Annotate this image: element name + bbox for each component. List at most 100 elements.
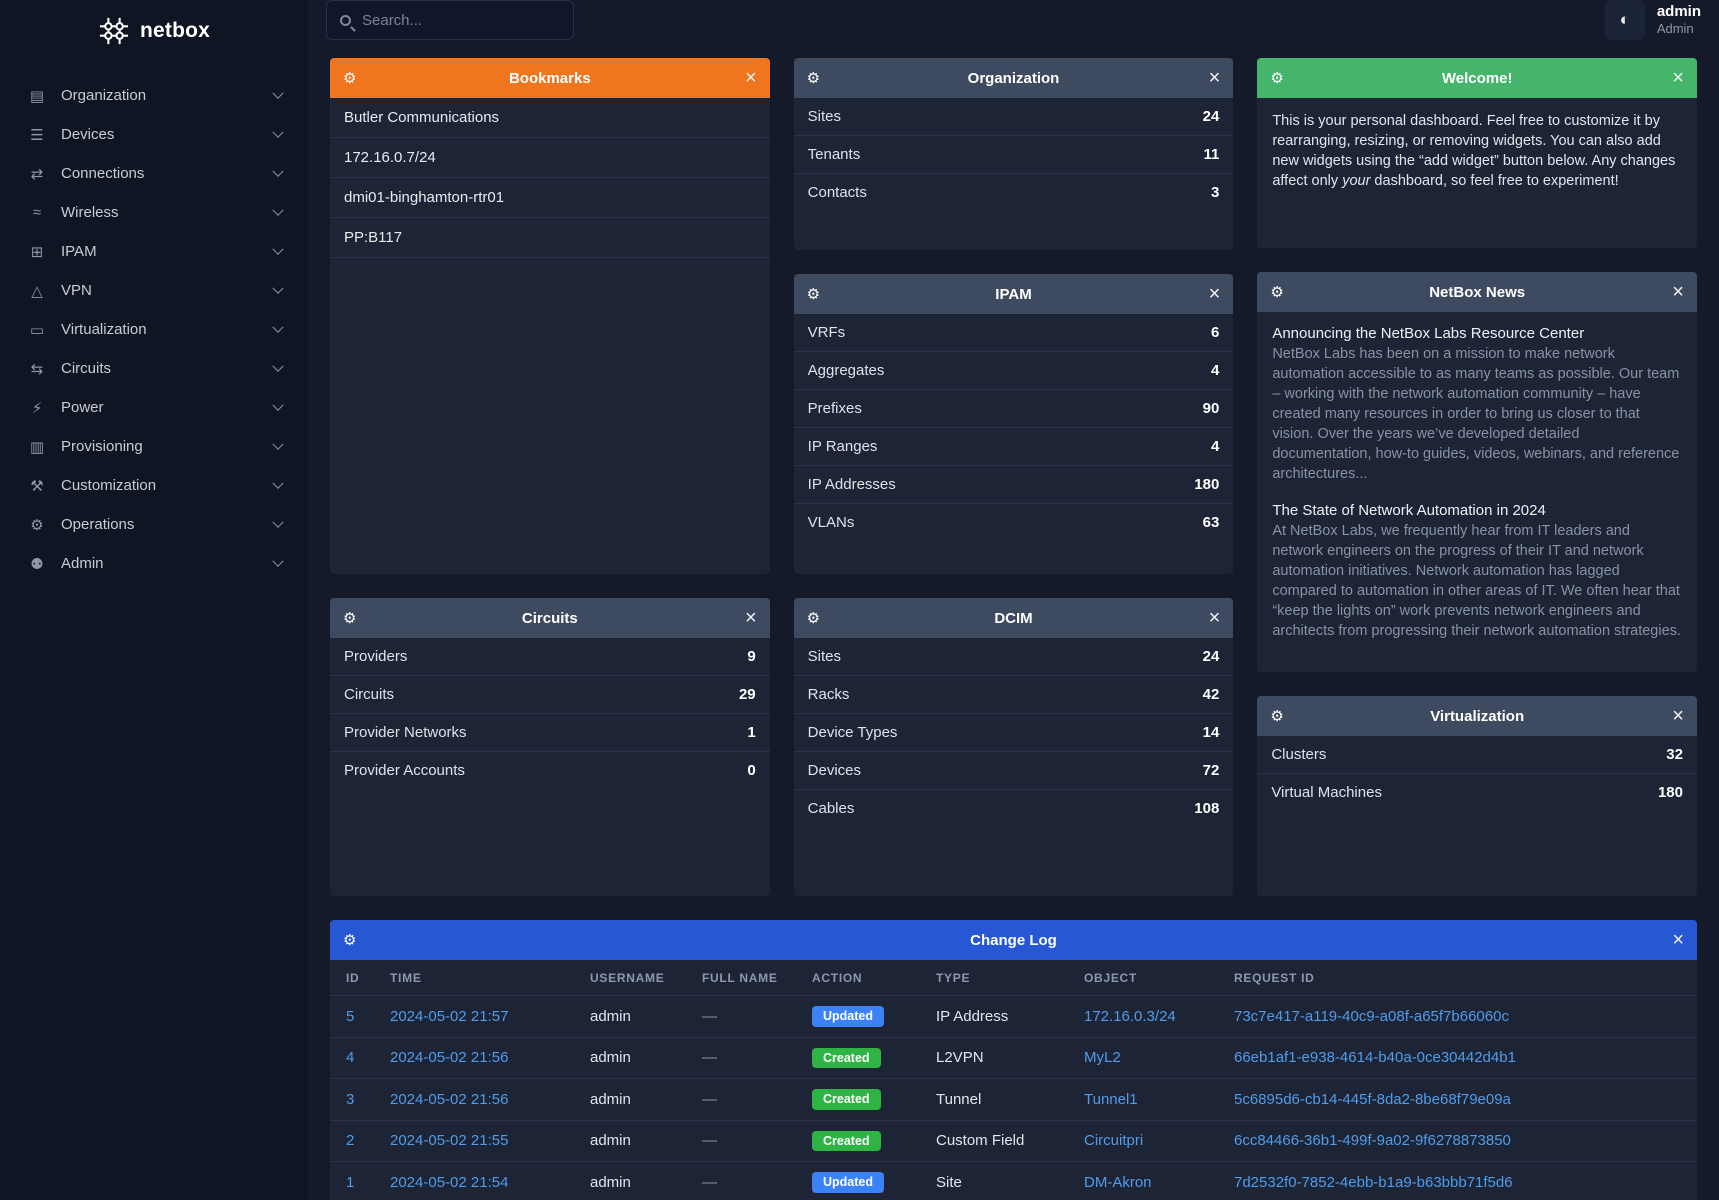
gear-icon[interactable]: ⚙	[1270, 708, 1284, 725]
gear-icon[interactable]: ⚙	[806, 70, 821, 87]
changelog-id-link[interactable]: 3	[346, 1090, 355, 1108]
column-header: TIME	[390, 971, 422, 985]
sidebar-item-admin[interactable]: ⚉ Admin	[0, 544, 308, 583]
close-icon[interactable]: ×	[1672, 705, 1684, 727]
chevron-down-icon	[272, 438, 284, 450]
gear-icon[interactable]: ⚙	[1270, 70, 1284, 87]
stat-row[interactable]: Provider Networks 1	[330, 714, 770, 752]
stat-row[interactable]: Clusters 32	[1257, 736, 1697, 774]
stat-value: 180	[1657, 784, 1683, 801]
stat-row[interactable]: Tenants 11	[793, 136, 1234, 174]
changelog-time-link[interactable]: 2024-05-02 21:56	[390, 1049, 509, 1067]
close-icon[interactable]: ×	[1208, 283, 1221, 305]
changelog-time-link[interactable]: 2024-05-02 21:54	[390, 1173, 509, 1191]
sidebar-item-customization[interactable]: ⚒ Customization	[0, 466, 308, 505]
changelog-requestid-link[interactable]: 5c6895d6-cb14-445f-8da2-8be68f79e09a	[1234, 1090, 1511, 1108]
changelog-requestid-link[interactable]: 7d2532f0-7852-4ebb-b1a9-b63bbb71f5d6	[1234, 1173, 1513, 1191]
chevron-down-icon	[272, 204, 284, 216]
stat-row[interactable]: Prefixes 90	[793, 390, 1234, 428]
stat-row[interactable]: Devices 72	[793, 752, 1234, 790]
close-icon[interactable]: ×	[1672, 281, 1684, 303]
changelog-id-link[interactable]: 2	[346, 1132, 355, 1150]
stat-row[interactable]: Circuits 29	[330, 676, 770, 714]
stat-row[interactable]: VRFs 6	[793, 314, 1234, 352]
bookmark-item[interactable]: Butler Communications	[330, 98, 770, 138]
stat-row[interactable]: IP Addresses 180	[793, 466, 1234, 504]
sidebar-item-operations[interactable]: ⚙ Operations	[0, 505, 308, 544]
stat-row[interactable]: IP Ranges 4	[793, 428, 1234, 466]
changelog-id-link[interactable]: 1	[346, 1173, 355, 1191]
stat-row[interactable]: Sites 24	[793, 638, 1234, 676]
search-input[interactable]	[362, 11, 560, 29]
changelog-username: admin	[590, 1007, 631, 1025]
stat-label: Tenants	[807, 146, 861, 163]
widget-bookmarks: ⚙ Bookmarks × Butler Communications 172.…	[330, 58, 770, 574]
changelog-time-link[interactable]: 2024-05-02 21:55	[390, 1132, 509, 1150]
close-icon[interactable]: ×	[1208, 607, 1221, 629]
stat-row[interactable]: Provider Accounts 0	[330, 752, 770, 789]
news-scroll-area[interactable]: Announcing the NetBox Labs Resource Cent…	[1257, 312, 1697, 672]
changelog-requestid-link[interactable]: 73c7e417-a119-40c9-a08f-a65f7b66060c	[1234, 1007, 1509, 1025]
close-icon[interactable]: ×	[1672, 67, 1684, 89]
gear-icon[interactable]: ⚙	[343, 932, 357, 949]
changelog-time-link[interactable]: 2024-05-02 21:57	[390, 1007, 509, 1025]
stat-row[interactable]: Contacts 3	[794, 174, 1234, 211]
changelog-object-link[interactable]: Circuitpri	[1084, 1132, 1144, 1150]
stat-row[interactable]: Virtual Machines 180	[1257, 774, 1697, 811]
sidebar-item-virtualization[interactable]: ▭ Virtualization	[0, 310, 308, 349]
close-icon[interactable]: ×	[744, 607, 757, 629]
stat-row[interactable]: Cables 108	[794, 790, 1234, 827]
sidebar-item-provisioning[interactable]: ▥ Provisioning	[0, 427, 308, 466]
stats-list: Clusters 32 Virtual Machines 180	[1257, 736, 1697, 811]
stat-row[interactable]: Device Types 14	[793, 714, 1234, 752]
gear-icon[interactable]: ⚙	[806, 286, 821, 303]
changelog-requestid-link[interactable]: 66eb1af1-e938-4614-b40a-0ce30442d4b1	[1234, 1049, 1516, 1067]
stat-value: 29	[738, 686, 756, 703]
sidebar-item-circuits[interactable]: ⇆ Circuits	[0, 349, 308, 388]
sidebar-item-ipam[interactable]: ⊞ IPAM	[0, 232, 308, 271]
bookmark-item[interactable]: PP:B117	[330, 218, 770, 258]
gear-icon[interactable]: ⚙	[1270, 284, 1284, 301]
sidebar-item-connections[interactable]: ⇄ Connections	[0, 154, 308, 193]
changelog-object-link[interactable]: DM-Akron	[1084, 1173, 1152, 1191]
stat-row[interactable]: Providers 9	[330, 638, 770, 676]
stat-value: 42	[1202, 686, 1220, 703]
sidebar-item-organization[interactable]: ▤ Organization	[0, 76, 308, 115]
changelog-object-link[interactable]: 172.16.0.3/24	[1084, 1007, 1176, 1025]
sidebar-item-devices[interactable]: ☰ Devices	[0, 115, 308, 154]
changelog-id-link[interactable]: 4	[346, 1049, 355, 1067]
close-icon[interactable]: ×	[1208, 67, 1221, 89]
news-article-link[interactable]: The State of Network Automation in 2024	[1272, 502, 1546, 519]
news-article-link[interactable]: Announcing the NetBox Labs Resource Cent…	[1272, 325, 1585, 342]
changelog-requestid-link[interactable]: 6cc84466-36b1-499f-9a02-9f6278873850	[1234, 1132, 1511, 1150]
sidebar-item-wireless[interactable]: ≈ Wireless	[0, 193, 308, 232]
sidebar-item-power[interactable]: ⚡ Power	[0, 388, 308, 427]
bookmark-item[interactable]: 172.16.0.7/24	[330, 138, 770, 178]
changelog-time-link[interactable]: 2024-05-02 21:56	[390, 1090, 509, 1108]
stat-row[interactable]: Aggregates 4	[793, 352, 1234, 390]
stat-row[interactable]: Sites 24	[793, 98, 1234, 136]
sidebar-item-vpn[interactable]: △ VPN	[0, 271, 308, 310]
gear-icon[interactable]: ⚙	[343, 70, 357, 87]
brand[interactable]: netbox	[0, 0, 308, 62]
stat-row[interactable]: VLANs 63	[794, 504, 1234, 541]
theme-toggle-button[interactable]: ◐	[1604, 0, 1645, 40]
close-icon[interactable]: ×	[1672, 929, 1684, 951]
gear-icon[interactable]: ⚙	[806, 610, 821, 627]
ipam-icon: ⊞	[30, 243, 44, 261]
column-header: ACTION	[812, 971, 863, 985]
changelog-id-link[interactable]: 5	[346, 1007, 355, 1025]
gear-icon[interactable]: ⚙	[343, 610, 357, 627]
column-header: TYPE	[936, 971, 971, 985]
changelog-object-link[interactable]: MyL2	[1084, 1049, 1121, 1067]
bookmark-item[interactable]: dmi01-binghamton-rtr01	[330, 178, 770, 218]
changelog-row: 5 2024-05-02 21:57 admin — Updated IP Ad…	[330, 995, 1697, 1037]
changelog-type: IP Address	[936, 1007, 1009, 1025]
sidebar-item-label: Provisioning	[61, 438, 143, 455]
stat-row[interactable]: Racks 42	[793, 676, 1234, 714]
stat-value: 0	[747, 762, 756, 779]
news-article: The State of Network Automation in 2024 …	[1272, 502, 1682, 641]
changelog-object-link[interactable]: Tunnel1	[1084, 1090, 1138, 1108]
close-icon[interactable]: ×	[744, 67, 757, 89]
user-menu[interactable]: admin Admin	[1657, 3, 1701, 37]
